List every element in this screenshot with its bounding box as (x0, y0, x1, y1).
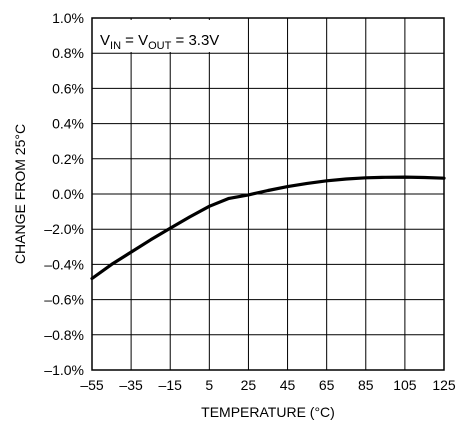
x-tick-labels: –55 –35 –15 5 25 45 65 85 105 125 (80, 377, 456, 393)
y-tick-label: 1.0% (52, 10, 84, 26)
x-tick-label: 105 (393, 377, 417, 393)
x-tick-label: 65 (319, 377, 335, 393)
y-tick-label: –2.0% (44, 221, 84, 237)
grid-lines (91, 17, 445, 371)
y-tick-label: –0.6% (44, 292, 84, 308)
y-axis-label: CHANGE FROM 25°C (12, 124, 28, 264)
x-tick-label: 85 (358, 377, 374, 393)
series-lines (90, 175, 446, 281)
y-tick-labels: 1.0% 0.8% 0.6% 0.4% 0.2% 0.0% –2.0% –0.4% –0.6% –… (44, 10, 84, 378)
condition-annotation: VIN = VOUT = 3.3V (94, 20, 228, 52)
series-line (90, 175, 446, 281)
annotation-subscript: IN (110, 40, 121, 52)
y-tick-label: –0.4% (44, 256, 84, 272)
x-tick-label: 125 (432, 377, 456, 393)
x-tick-label: 45 (280, 377, 296, 393)
annotation-text: VIN = VOUT = 3.3V (100, 32, 219, 52)
y-tick-label: 0.6% (52, 80, 84, 96)
annotation-part: = V (121, 32, 148, 49)
y-tick-label: 0.4% (52, 116, 84, 132)
y-tick-label: 0.2% (52, 151, 84, 167)
annotation-part: V (100, 32, 110, 49)
plot-frame (91, 17, 445, 371)
x-tick-label: 5 (205, 377, 213, 393)
annotation-background (94, 20, 228, 52)
x-tick-label: –15 (159, 377, 183, 393)
x-tick-label: 25 (241, 377, 257, 393)
x-tick-label: –55 (80, 377, 104, 393)
annotation-part: = 3.3V (171, 32, 219, 49)
x-tick-label: –35 (119, 377, 143, 393)
y-tick-label: –0.8% (44, 327, 84, 343)
annotation-subscript: OUT (148, 40, 172, 52)
y-tick-label: –1.0% (44, 362, 84, 378)
x-axis-label: TEMPERATURE (°C) (201, 404, 335, 420)
y-tick-label: 0.0% (52, 186, 84, 202)
y-tick-label: 0.8% (52, 45, 84, 61)
